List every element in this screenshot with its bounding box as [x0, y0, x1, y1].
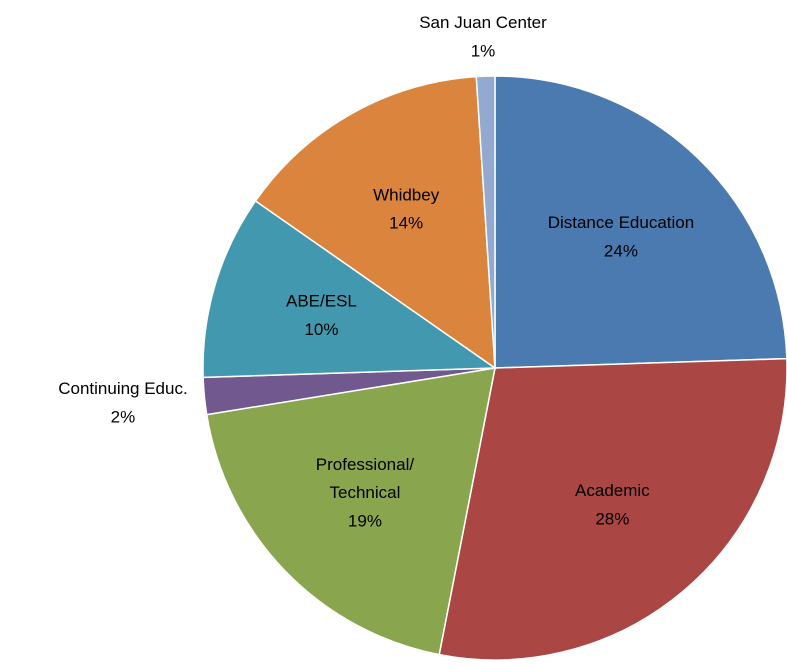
slice-label: ABE/ESL [286, 292, 357, 311]
slice-label: Distance Education [548, 213, 694, 232]
pie-slice [205, 367, 496, 656]
slice-label: Academic [575, 481, 650, 500]
slice-value-label: 14% [389, 214, 423, 233]
slice-value-label: 10% [304, 320, 338, 339]
slice-label: San Juan Center [419, 13, 547, 32]
slice-value-label: 19% [348, 511, 382, 530]
pie-slice [254, 75, 496, 370]
pie-slice [494, 75, 787, 369]
pie-slice [202, 199, 498, 379]
slice-value-label: 1% [471, 41, 496, 60]
slice-value-label: 24% [604, 241, 638, 260]
slice-label: Whidbey [373, 186, 440, 205]
pie-slice [438, 357, 787, 661]
slice-label: Professional/Technical [316, 455, 415, 502]
slice-label: Continuing Educ. [58, 379, 187, 398]
slice-value-label: 2% [111, 407, 136, 426]
slice-value-label: 28% [595, 509, 629, 528]
pie-slice [475, 75, 496, 369]
